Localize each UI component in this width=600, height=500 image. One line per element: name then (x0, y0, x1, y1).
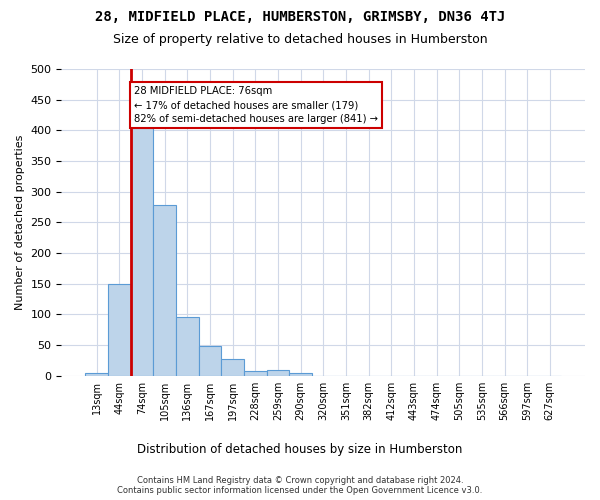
Bar (289, 374, 312, 376)
Text: Distribution of detached houses by size in Humberston: Distribution of detached houses by size … (137, 442, 463, 456)
Text: 28, MIDFIELD PLACE, HUMBERSTON, GRIMSBY, DN36 4TJ: 28, MIDFIELD PLACE, HUMBERSTON, GRIMSBY,… (95, 10, 505, 24)
Text: Contains HM Land Registry data © Crown copyright and database right 2024.
Contai: Contains HM Land Registry data © Crown c… (118, 476, 482, 495)
Bar (199, 346, 221, 376)
Bar (244, 372, 266, 376)
Bar (266, 370, 289, 376)
Bar (108, 284, 131, 376)
Bar (153, 205, 176, 376)
Bar (221, 358, 244, 376)
Bar (176, 318, 199, 376)
Y-axis label: Number of detached properties: Number of detached properties (15, 134, 25, 310)
Bar (85, 372, 108, 376)
Text: Size of property relative to detached houses in Humberston: Size of property relative to detached ho… (113, 32, 487, 46)
Text: 28 MIDFIELD PLACE: 76sqm
← 17% of detached houses are smaller (179)
82% of semi-: 28 MIDFIELD PLACE: 76sqm ← 17% of detach… (134, 86, 378, 124)
Bar (131, 118, 153, 376)
